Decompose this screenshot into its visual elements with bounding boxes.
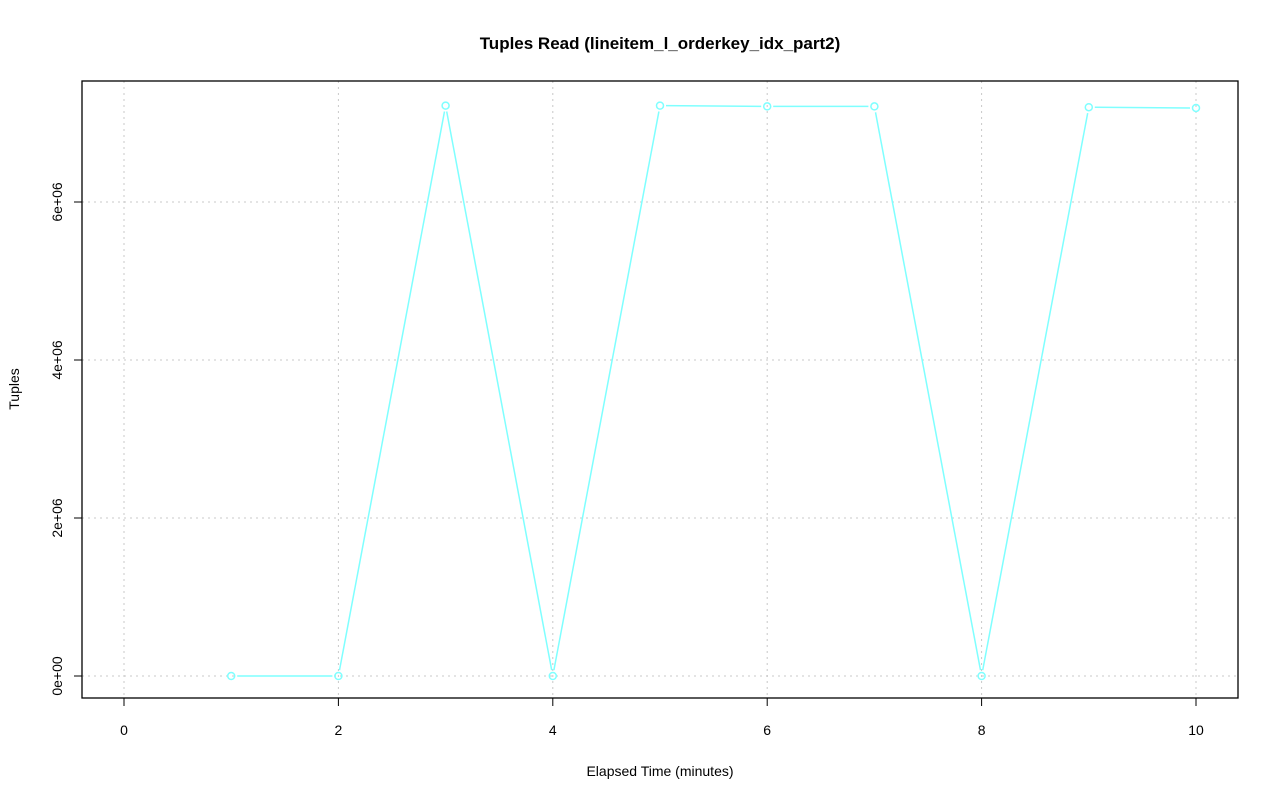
data-point (226, 671, 236, 681)
x-tick-label: 6 (763, 722, 771, 738)
data-point (548, 671, 558, 681)
x-axis: 0 2 4 6 8 10 (120, 697, 1204, 738)
series-line-segment (1094, 106, 1191, 109)
series (226, 101, 1201, 681)
series-line-segment (874, 112, 982, 671)
series-line-segment (553, 111, 660, 671)
y-tick-label: 4e+06 (49, 340, 65, 380)
x-tick-label: 10 (1188, 722, 1204, 738)
y-tick-label: 2e+06 (49, 498, 65, 538)
series-line-segment (338, 111, 446, 671)
data-point (1191, 103, 1201, 113)
chart-title: Tuples Read (lineitem_l_orderkey_idx_par… (480, 34, 841, 53)
x-tick-label: 4 (549, 722, 557, 738)
series-line-segment (981, 112, 1089, 671)
data-point (870, 102, 879, 111)
y-tick-label: 0e+00 (49, 656, 65, 696)
x-tick-label: 0 (120, 722, 128, 738)
data-point (762, 102, 772, 111)
series-line-segment (665, 104, 762, 108)
x-tick-label: 2 (335, 722, 343, 738)
x-axis-label: Elapsed Time (minutes) (586, 763, 733, 779)
plot-frame (81, 80, 1239, 699)
y-axis: 0e+00 2e+06 4e+06 6e+06 (49, 182, 82, 696)
data-point (334, 671, 343, 681)
y-axis-label: Tuples (6, 368, 22, 410)
data-point (1084, 102, 1094, 112)
data-point (441, 101, 450, 110)
grid (82, 81, 1238, 698)
data-point (977, 671, 986, 681)
y-tick-label: 6e+06 (49, 182, 65, 222)
x-tick-label: 8 (978, 722, 986, 738)
series-line-segment (445, 111, 553, 671)
data-point (655, 101, 665, 110)
